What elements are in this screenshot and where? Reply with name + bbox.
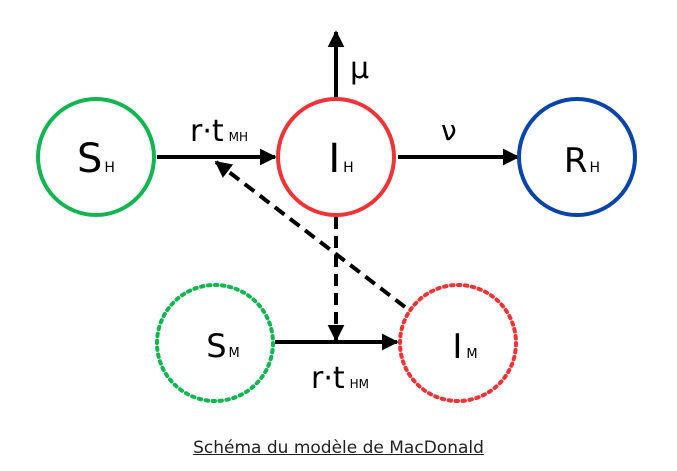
node-im-circle xyxy=(398,283,518,403)
edge-label-mu: μ xyxy=(350,51,369,86)
diagram-caption: Schéma du modèle de MacDonald xyxy=(193,438,484,458)
node-rh-circle xyxy=(517,97,637,217)
edge-label-ih-rh: ν xyxy=(441,114,457,147)
node-sh-circle xyxy=(36,97,156,217)
edge-label-sm-im: r·t HM xyxy=(311,361,369,396)
dashed-arrow-im-to-sh-ih xyxy=(214,160,407,309)
node-sm-circle xyxy=(155,283,275,403)
node-ih-circle xyxy=(276,97,396,217)
edge-label-sh-ih: r·t MH xyxy=(190,114,248,149)
